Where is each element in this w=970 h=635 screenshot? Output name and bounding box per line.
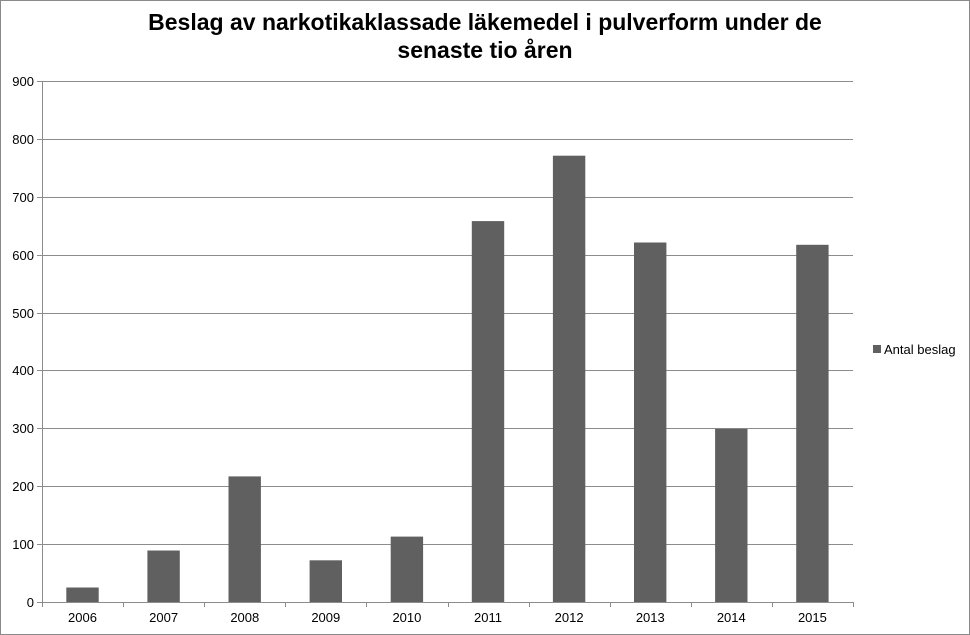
legend-swatch bbox=[873, 345, 881, 353]
bar bbox=[147, 550, 180, 602]
bar bbox=[390, 536, 424, 602]
bar bbox=[552, 155, 586, 602]
y-tick-label: 600 bbox=[12, 248, 34, 263]
y-tick-label: 700 bbox=[12, 190, 34, 205]
chart-title: Beslag av narkotikaklassade läkemedel i … bbox=[0, 8, 970, 64]
x-tick-label: 2010 bbox=[392, 610, 421, 625]
chart-title-line-1: Beslag av narkotikaklassade läkemedel i … bbox=[148, 9, 822, 35]
bar bbox=[796, 244, 829, 603]
x-tick-label: 2006 bbox=[68, 610, 97, 625]
y-tick-label: 800 bbox=[12, 132, 34, 147]
y-tick-label: 200 bbox=[12, 479, 34, 494]
x-tick-label: 2009 bbox=[311, 610, 340, 625]
bar bbox=[66, 587, 99, 602]
y-tick-label: 0 bbox=[27, 595, 34, 610]
bars bbox=[66, 155, 829, 603]
y-tick-label: 100 bbox=[12, 537, 34, 552]
x-axis-ticks: 2006 2007 2008 2009 2010 2011 2012 2013 2014 2015 bbox=[42, 602, 854, 625]
y-tick-label: 300 bbox=[12, 421, 34, 436]
y-axis-ticks: 0 100 200 300 400 500 600 700 800 900 bbox=[12, 74, 42, 610]
x-tick-label: 2008 bbox=[230, 610, 259, 625]
x-tick-label: 2013 bbox=[636, 610, 665, 625]
legend: Antal beslag bbox=[873, 342, 956, 357]
x-tick-label: 2015 bbox=[798, 610, 827, 625]
bar bbox=[309, 560, 342, 602]
x-tick-label: 2011 bbox=[474, 610, 502, 625]
x-tick-label: 2014 bbox=[717, 610, 746, 625]
bar bbox=[471, 221, 505, 602]
legend-label: Antal beslag bbox=[884, 342, 956, 357]
axes bbox=[42, 81, 853, 603]
y-tick-label: 500 bbox=[12, 306, 34, 321]
bar bbox=[715, 428, 748, 602]
x-tick-label: 2007 bbox=[149, 610, 178, 625]
bar bbox=[634, 242, 667, 602]
x-tick-label: 2012 bbox=[555, 610, 584, 625]
bar bbox=[228, 476, 261, 602]
y-tick-label: 900 bbox=[12, 74, 34, 89]
chart-title-line-2: senaste tio åren bbox=[397, 37, 573, 63]
y-tick-label: 400 bbox=[12, 363, 34, 378]
